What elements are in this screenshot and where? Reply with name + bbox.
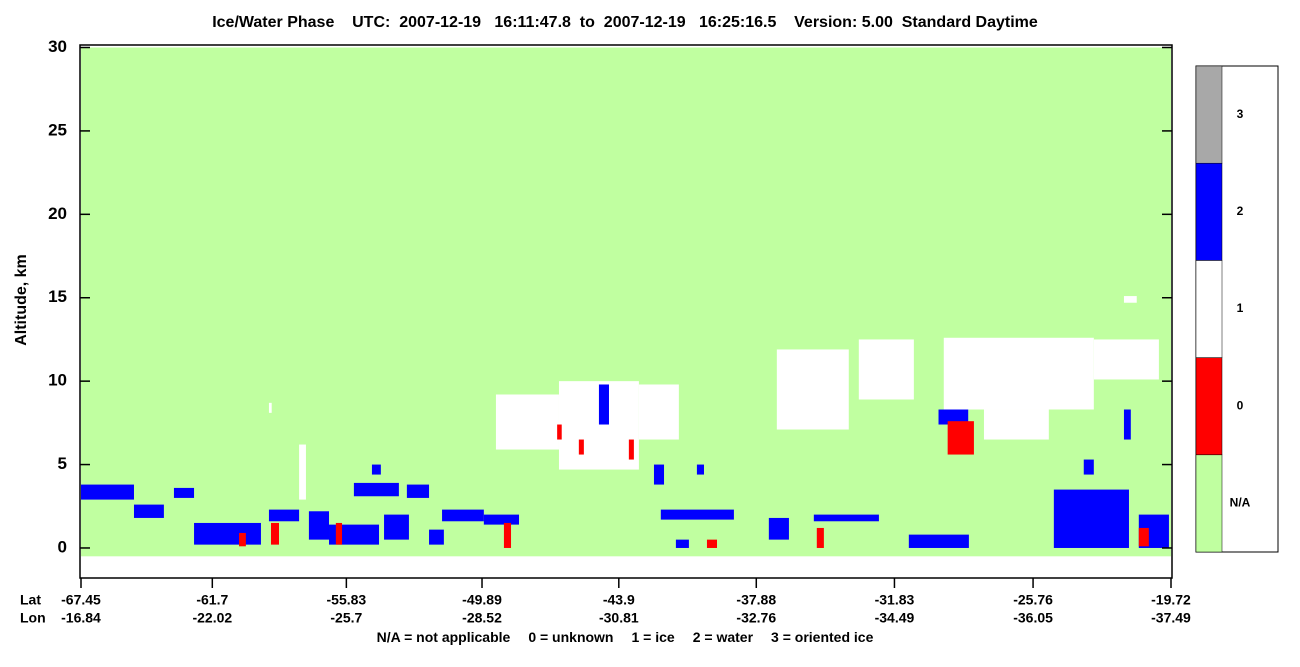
phase-region xyxy=(706,539,718,548)
phase-region xyxy=(483,514,520,525)
x-tick-label: -61.7 xyxy=(196,592,228,608)
phase-region xyxy=(308,511,330,540)
colorbar-swatch xyxy=(1195,260,1223,358)
legend-item: 3 = oriented ice xyxy=(771,629,874,645)
phase-region xyxy=(268,402,272,413)
phase-region xyxy=(194,522,261,545)
phase-region xyxy=(908,534,969,548)
footer-legend: N/A = not applicable 0 = unknown 1 = ice 2 … xyxy=(377,629,874,645)
phase-region xyxy=(503,522,512,548)
colorbar-swatch xyxy=(1195,454,1223,553)
x-tick-label: -37.88 xyxy=(736,592,776,608)
phase-region xyxy=(653,464,665,485)
legend-item: 1 = ice xyxy=(632,629,675,645)
phase-region xyxy=(660,509,734,520)
phase-region xyxy=(1053,489,1129,548)
legend-item: 2 = water xyxy=(693,629,754,645)
colorbar-label: 0 xyxy=(1237,398,1244,412)
phase-region xyxy=(81,47,1171,557)
x-row-label: Lon xyxy=(20,610,46,626)
x-tick-label: -55.83 xyxy=(327,592,367,608)
phase-region xyxy=(406,484,430,498)
legend-item: 0 = unknown xyxy=(528,629,613,645)
colorbar-swatch xyxy=(1195,162,1223,261)
phase-region xyxy=(598,384,609,425)
phase-region xyxy=(371,464,381,475)
phase-region xyxy=(696,464,704,475)
phase-region xyxy=(268,509,300,522)
phase-region xyxy=(628,439,634,460)
phase-region xyxy=(299,444,306,500)
phase-region xyxy=(173,487,195,498)
phase-region xyxy=(429,529,444,545)
phase-region xyxy=(353,482,399,497)
phase-region xyxy=(558,381,639,470)
y-axis-label: Altitude, km xyxy=(13,254,30,346)
y-tick-label: 10 xyxy=(48,371,67,390)
colorbar-swatch xyxy=(1195,65,1223,164)
x-tick-label: -28.52 xyxy=(462,610,502,626)
legend-text: N/A = not applicable 0 = unknown 1 = ice 2 … xyxy=(377,629,874,645)
x-tick-label: -37.49 xyxy=(1151,610,1191,626)
x-tick-label: -22.02 xyxy=(192,610,232,626)
y-tick-label: 30 xyxy=(48,37,67,56)
colorbar-label: 2 xyxy=(1237,204,1244,218)
phase-region xyxy=(1083,459,1094,475)
phase-region xyxy=(947,421,974,455)
phase-region xyxy=(1123,409,1131,440)
phase-region xyxy=(495,394,559,450)
phase-region xyxy=(1138,527,1149,547)
colorbar-swatch xyxy=(1195,357,1223,456)
phase-region xyxy=(271,522,279,545)
x-tick-label: -32.76 xyxy=(736,610,776,626)
phase-region xyxy=(442,509,484,522)
x-tick-label: -25.76 xyxy=(1013,592,1053,608)
y-tick-label: 25 xyxy=(48,120,67,139)
phase-region xyxy=(816,527,824,548)
phase-region xyxy=(239,532,246,547)
x-tick-label: -36.05 xyxy=(1013,610,1053,626)
phase-region xyxy=(1123,296,1137,303)
x-tick-label: -43.9 xyxy=(603,592,635,608)
y-tick-label: 5 xyxy=(58,454,67,473)
phase-region xyxy=(938,409,969,425)
phase-region xyxy=(133,504,164,518)
x-tick-label: -49.89 xyxy=(462,592,502,608)
colorbar-label: 1 xyxy=(1237,301,1244,315)
phase-region xyxy=(557,424,562,440)
x-tick-label: -30.81 xyxy=(599,610,639,626)
colorbar-label: N/A xyxy=(1230,496,1251,510)
x-tick-label: -19.72 xyxy=(1151,592,1191,608)
legend-item: N/A = not applicable xyxy=(377,629,511,645)
x-row-label: Lat xyxy=(20,592,41,608)
colorbar-label: 3 xyxy=(1237,107,1244,121)
y-tick-label: 15 xyxy=(48,287,67,306)
phase-region xyxy=(943,337,1094,410)
chart-title: Ice/Water Phase UTC: 2007-12-19 16:11:47… xyxy=(212,14,1038,31)
y-tick-label: 20 xyxy=(48,204,67,223)
x-tick-label: -67.45 xyxy=(61,592,101,608)
phase-region xyxy=(1093,339,1159,380)
phase-region xyxy=(578,439,584,455)
x-tick-label: -34.49 xyxy=(875,610,915,626)
phase-region xyxy=(638,384,679,440)
y-tick-label: 0 xyxy=(58,537,67,556)
phase-region xyxy=(675,539,689,548)
phase-region xyxy=(983,409,1049,440)
x-tick-label: -16.84 xyxy=(61,610,101,626)
phase-region xyxy=(813,514,879,522)
phase-region xyxy=(858,339,914,400)
x-tick-label: -25.7 xyxy=(330,610,362,626)
phase-region xyxy=(384,514,409,540)
phase-region xyxy=(768,517,789,540)
plot-frame xyxy=(79,44,1173,579)
phase-region xyxy=(776,349,849,430)
phase-region xyxy=(335,522,343,545)
plot-area xyxy=(81,47,1171,557)
x-tick-label: -31.83 xyxy=(875,592,915,608)
phase-region xyxy=(81,484,134,500)
